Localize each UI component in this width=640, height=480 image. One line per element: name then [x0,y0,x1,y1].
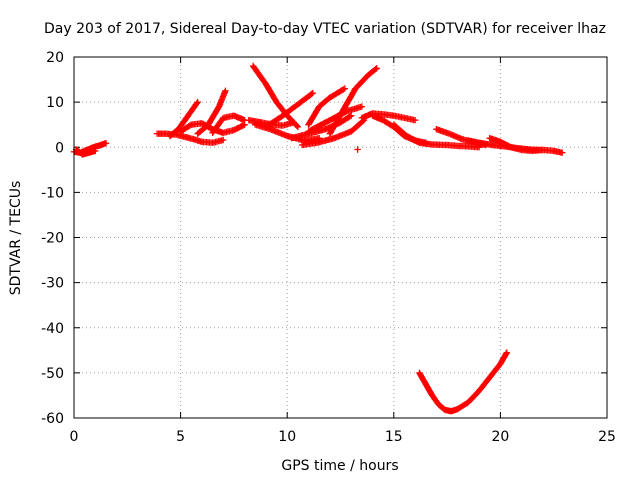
y-tick-label: -20 [41,231,64,247]
series-arc-16 [326,65,380,137]
series-arc-4 [166,98,201,140]
data-point-markers [262,89,316,131]
y-tick-label: -10 [41,185,64,201]
data-point-markers [298,117,368,149]
y-tick-label: -40 [41,321,64,337]
y-tick-label: -30 [41,276,64,292]
x-tick-label: 15 [385,429,403,445]
series-arc-20 [390,121,483,151]
y-tick-label: -60 [41,411,64,427]
series-arc-23 [486,135,547,155]
plot-frame [73,56,608,419]
x-tick-label: 20 [491,429,509,445]
x-axis-title: GPS time / hours [281,458,398,474]
y-tick-label: -50 [41,366,64,382]
data-point-markers [416,349,510,415]
chart-title: Day 203 of 2017, Sidereal Day-to-day VTE… [44,21,606,37]
x-tick-label: 0 [70,429,79,445]
data-point-markers [486,135,547,155]
series-arc-11 [262,89,316,131]
data-point-markers [194,87,229,137]
y-tick-label: 10 [46,95,64,111]
y-tick-label: 20 [46,50,64,66]
x-tick-label: 25 [598,429,616,445]
x-tick-label: 10 [278,429,296,445]
series-arc-14 [305,85,348,128]
data-point-markers [72,146,99,158]
series-arc-7 [209,112,248,136]
y-tick-labels: -60 -50 -40 -30 -20 -10 0 10 20 [41,50,64,427]
x-tick-label: 5 [176,429,185,445]
series-arc-24 [416,349,510,415]
data-point-markers [305,85,348,128]
series-arc-18 [354,146,361,153]
data-point-markers [209,112,248,136]
y-axis-title: SDTVAR / TECUs [8,181,24,296]
series-arc-6 [194,87,229,137]
series-arc-13 [298,117,368,149]
series-arc-2 [72,146,99,158]
data-point-markers [354,146,361,153]
x-tick-labels: 0 5 10 15 20 25 [70,429,616,445]
data-point-markers [390,121,483,151]
y-tick-label: 0 [55,140,64,156]
data-point-markers [326,65,380,137]
data-point-markers [166,98,201,140]
